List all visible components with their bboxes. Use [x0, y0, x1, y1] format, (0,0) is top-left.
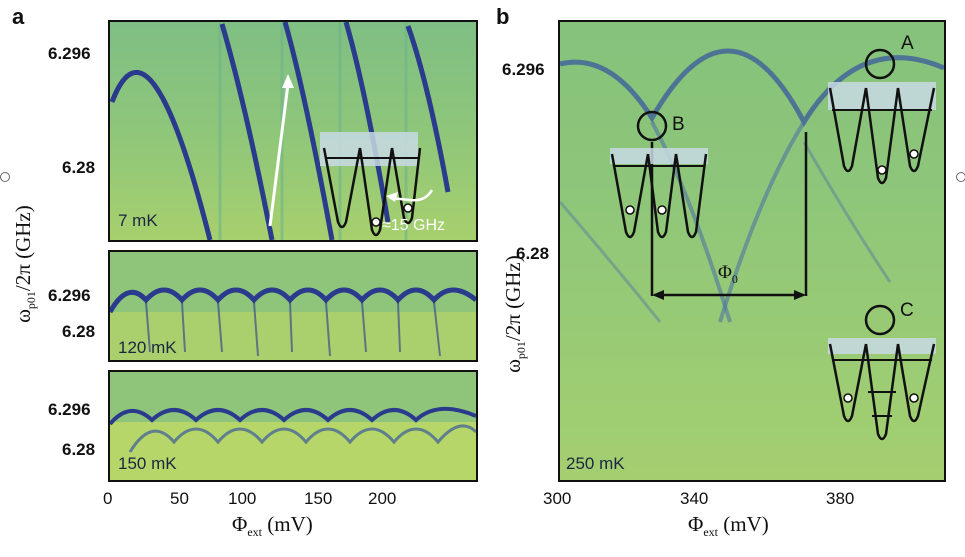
arc-3 [282, 22, 335, 240]
circle-a [864, 48, 896, 80]
band-b-lower-2 [718, 120, 806, 323]
plot-250mk [558, 20, 946, 482]
label-flux-quantum: Φ0 [718, 262, 738, 286]
arc-4 [343, 22, 391, 223]
band-150mk-a [110, 406, 476, 426]
plot-120mk-svg [110, 252, 476, 360]
panel-a-ylabel: ωp01/2π (GHz) [10, 205, 39, 323]
panel-a-xlabel: Φext (mV) [232, 512, 313, 540]
panel-a-letter: a [12, 4, 25, 29]
plot-250mk-svg [560, 22, 944, 480]
a-bot-ytick-2: 6.28 [62, 440, 96, 459]
b-xtick-340: 340 [680, 489, 709, 508]
a-bot-ytick-1: 6.296 [48, 400, 91, 419]
band-b-lower-3 [560, 201, 662, 323]
well-inset-a [828, 82, 936, 185]
annotation-15ghz: ≈15 GHz [382, 217, 446, 234]
panel-b-letter: b [496, 4, 510, 29]
a-xtick-100: 100 [228, 489, 257, 508]
circle-c [864, 304, 896, 336]
b-xtick-380: 380 [826, 489, 855, 508]
resize-handle-right[interactable] [956, 172, 965, 182]
a-xtick-150: 150 [304, 489, 333, 508]
temp-150mk: 150 mK [118, 454, 177, 473]
band-b-lower-1 [650, 121, 732, 323]
band-b-lower-4 [802, 141, 892, 283]
well-inset-top [320, 132, 422, 237]
plot-7mk-svg [110, 22, 476, 240]
a-xtick-50: 50 [170, 489, 189, 508]
a-top-ytick-1: 6.296 [48, 44, 91, 63]
b-ytick-1: 6.296 [502, 60, 545, 79]
resize-handle-left[interactable] [0, 172, 10, 182]
a-top-ytick-2: 6.28 [62, 158, 96, 177]
band-150mk-b [128, 424, 476, 453]
arc-5 [405, 25, 451, 193]
plot-120mk [108, 250, 478, 362]
arc-1 [110, 70, 213, 240]
plot-150mk [108, 370, 478, 482]
band-120mk [110, 287, 476, 314]
temp-7mk: 7 mK [118, 211, 158, 230]
arc-2 [219, 23, 275, 240]
well-inset-c [828, 338, 936, 441]
circle-b [636, 110, 668, 142]
plot-7mk [108, 20, 478, 242]
label-c: C [900, 300, 914, 321]
a-mid-ytick-1: 6.296 [48, 286, 91, 305]
b-ytick-2: 6.28 [516, 244, 550, 263]
temp-120mk: 120 mK [118, 338, 177, 357]
panel-b-xlabel: Φext (mV) [688, 512, 769, 540]
a-xtick-0: 0 [103, 489, 113, 508]
a-mid-ytick-2: 6.28 [62, 322, 96, 341]
b-xtick-300: 300 [543, 489, 572, 508]
temp-250mk: 250 mK [566, 454, 625, 473]
label-a: A [901, 33, 914, 54]
a-xtick-200: 200 [368, 489, 397, 508]
label-b: B [672, 114, 685, 135]
plot-150mk-svg [110, 372, 476, 480]
well-inset-b [610, 148, 708, 239]
